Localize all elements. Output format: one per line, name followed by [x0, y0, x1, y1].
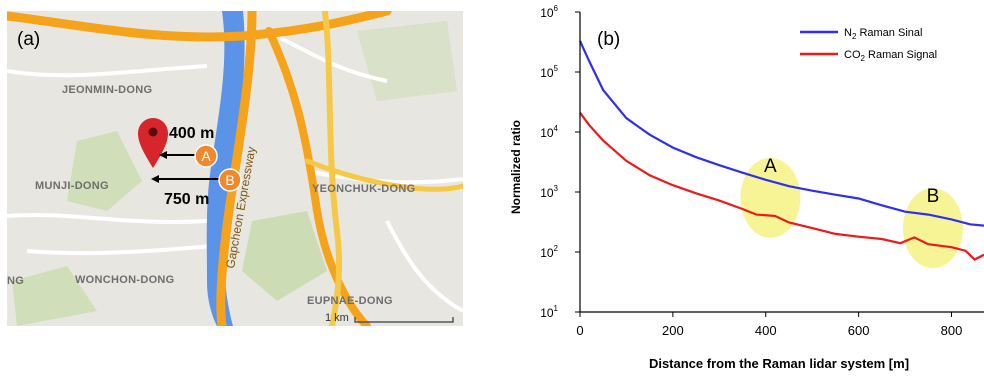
- panel-a-label: (a): [17, 29, 40, 50]
- x-tick-label: 200: [662, 323, 684, 338]
- river: [206, 11, 245, 326]
- annotation-label-A: A: [764, 156, 777, 177]
- distance-label-a: 400 m: [169, 125, 214, 142]
- district-label: MUNJI-DONG: [35, 180, 109, 192]
- park-area: [12, 266, 97, 326]
- chart-panel: A B 0 200 400 600 800 101 102 103 104 105 106 (b) N…: [500, 0, 984, 373]
- legend-label: N2 Raman Sinal: [844, 27, 922, 41]
- scale-label: 1 km: [325, 312, 349, 324]
- district-label: EUPNAE-DONG: [307, 295, 393, 307]
- park-area: [242, 211, 327, 301]
- marker-a: [194, 144, 218, 168]
- y-tick-label: 104: [540, 124, 558, 140]
- y-tick-label: 106: [540, 4, 558, 20]
- district-label: YEONCHUK-DONG: [312, 183, 416, 195]
- annotation-ellipse-A: [740, 157, 801, 238]
- y-axis-label: Normalized ratio: [509, 120, 523, 214]
- line-chart: A B 0 200 400 600 800 101 102 103 104 105 106 (b) N…: [509, 4, 984, 371]
- scale-bar: [354, 317, 454, 323]
- park-area: [67, 131, 142, 211]
- arrow-head: [159, 151, 167, 159]
- arrow-head: [151, 175, 159, 183]
- panel-b-label: (b): [597, 29, 620, 50]
- y-tick-label: 102: [540, 244, 558, 260]
- y-tick-label: 101: [540, 304, 558, 320]
- x-tick-label: 600: [848, 323, 870, 338]
- series-line-1: [578, 40, 984, 227]
- marker-b: [218, 168, 242, 192]
- annotation-ellipse-B: [902, 188, 963, 269]
- major-roads: [7, 11, 463, 326]
- distance-label-b: 750 m: [164, 191, 209, 208]
- legend: N2 Raman Sinal CO2 Raman Signal: [800, 27, 937, 63]
- x-tick-label: 0: [576, 323, 583, 338]
- marker-b-label: B: [225, 172, 234, 188]
- x-tick-label: 800: [941, 323, 963, 338]
- map-panel: JEONMIN-DONG MUNJI-DONG WONCHON-DONG YEO…: [7, 11, 463, 326]
- y-tick-label: 105: [540, 64, 558, 80]
- x-tick-label: 400: [755, 323, 777, 338]
- district-label: NG: [7, 275, 24, 287]
- location-pin-icon: [138, 118, 168, 168]
- series-line-2: [579, 112, 984, 261]
- marker-a-label: A: [201, 148, 211, 164]
- x-axis-label: Distance from the Raman lidar system [m]: [649, 356, 909, 371]
- y-tick-label: 103: [540, 184, 558, 200]
- map-image: JEONMIN-DONG MUNJI-DONG WONCHON-DONG YEO…: [7, 11, 463, 326]
- district-label: JEONMIN-DONG: [62, 84, 152, 96]
- annotation-label-B: B: [927, 186, 940, 207]
- distance-arrows: [157, 154, 221, 180]
- district-label: WONCHON-DONG: [75, 274, 175, 286]
- legend-label: CO2 Raman Signal: [844, 49, 937, 63]
